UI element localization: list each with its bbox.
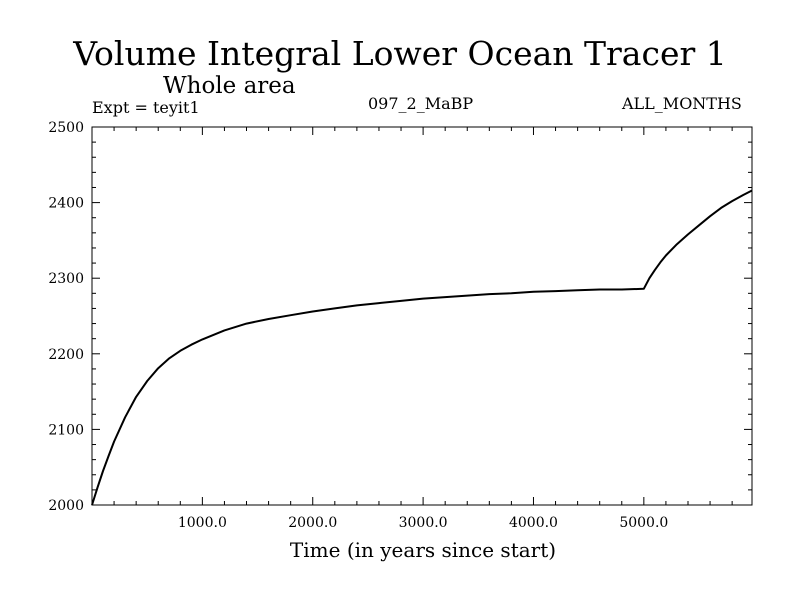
y-tick-label: 2100: [48, 422, 84, 438]
x-tick-label: 2000.0: [288, 515, 337, 531]
months-label: ALL_MONTHS: [622, 94, 742, 113]
series-line: [91, 189, 753, 506]
x-axis-label: Time (in years since start): [289, 538, 557, 562]
y-tick-label: 2300: [48, 271, 84, 287]
x-tick-label: 5000.0: [619, 515, 668, 531]
plot-frame: [91, 126, 753, 506]
run-id-label: 097_2_MaBP: [368, 94, 474, 113]
chart-title: Volume Integral Lower Ocean Tracer 1: [73, 34, 727, 73]
y-tick-label: 2200: [48, 347, 84, 363]
y-tick-label: 2500: [48, 120, 84, 136]
y-tick-label: 2400: [48, 196, 84, 212]
chart-subtitle: Whole area: [163, 73, 296, 99]
y-tick-label: 2000: [48, 498, 84, 514]
x-tick-label: 1000.0: [178, 515, 227, 531]
x-tick-label: 3000.0: [399, 515, 448, 531]
experiment-label: Expt = teyit1: [92, 98, 200, 117]
x-tick-label: 4000.0: [509, 515, 558, 531]
